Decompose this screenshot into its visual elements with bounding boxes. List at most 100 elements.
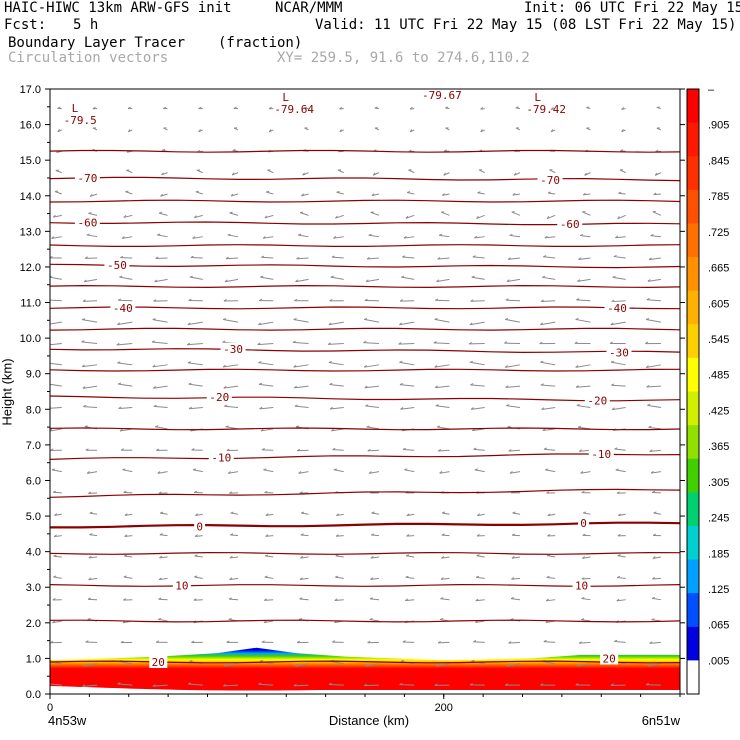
forecast-label: Fcst: xyxy=(4,17,47,33)
circulation-vector xyxy=(401,275,415,280)
circulation-vector xyxy=(434,683,450,686)
circulation-vector xyxy=(581,596,591,601)
circulation-vector xyxy=(476,534,485,537)
circulation-vector xyxy=(328,361,344,366)
circulation-vector xyxy=(120,640,133,644)
circulation-vector xyxy=(441,511,450,515)
circulation-vector xyxy=(261,255,274,259)
circulation-vector xyxy=(650,234,661,238)
circulation-vector xyxy=(294,663,309,667)
circulation-vector xyxy=(82,385,98,389)
circulation-vector xyxy=(123,214,133,218)
circulation-vector xyxy=(193,598,203,601)
circulation-vector xyxy=(616,491,626,494)
circulation-vector xyxy=(193,490,203,494)
colorbar-swatch xyxy=(687,525,699,561)
circulation-vector xyxy=(225,256,239,260)
circulation-vector xyxy=(260,275,274,280)
circulation-vector xyxy=(550,107,556,110)
colorbar-swatch xyxy=(687,189,699,224)
circulation-vector xyxy=(547,533,556,537)
circulation-vector xyxy=(543,255,556,259)
circulation-vector xyxy=(441,211,450,216)
circulation-vector xyxy=(480,129,485,133)
circulation-vector xyxy=(335,554,344,558)
circulation-vector xyxy=(474,235,485,239)
contour-label-bg xyxy=(578,517,590,530)
circulation-vector xyxy=(371,193,380,197)
circulation-vector xyxy=(540,321,556,326)
circulation-vector xyxy=(85,448,98,451)
y-tick-label: 8.0 xyxy=(26,404,41,416)
circulation-vector xyxy=(161,172,168,176)
circulation-vector xyxy=(152,364,168,368)
circulation-vector xyxy=(223,318,239,323)
circulation-vector xyxy=(230,533,239,537)
circulation-vector xyxy=(511,533,520,537)
circulation-vector xyxy=(81,364,98,368)
circulation-vector xyxy=(433,341,450,344)
circulation-vector xyxy=(405,554,415,558)
circulation-vector xyxy=(52,620,62,624)
colorbar-label: .365 xyxy=(708,441,729,453)
circulation-vector xyxy=(123,490,133,494)
circulation-vector xyxy=(621,107,626,111)
y-tick-label: 2.0 xyxy=(26,618,41,630)
y-tick-label: 1.0 xyxy=(26,653,41,665)
circulation-vector xyxy=(400,407,415,410)
circulation-vector xyxy=(619,169,626,174)
contour-label-bg xyxy=(588,447,614,460)
contour-label-bg xyxy=(208,451,234,464)
circulation-vector xyxy=(257,342,274,346)
temperature-contour xyxy=(50,284,680,289)
temperature-contour xyxy=(50,149,680,153)
y-tick-label: 9.0 xyxy=(26,369,41,381)
y-tick-label: 0.0 xyxy=(26,689,41,701)
circulation-vector xyxy=(334,598,344,601)
colorbar-swatch xyxy=(687,425,699,460)
circulation-vector xyxy=(163,106,168,110)
circulation-vector xyxy=(434,364,450,368)
circulation-vector xyxy=(511,577,520,580)
circulation-vector xyxy=(406,191,415,195)
circulation-vector xyxy=(582,211,591,216)
circulation-vector xyxy=(331,428,344,432)
circulation-vector xyxy=(190,255,203,259)
temperature-contour xyxy=(50,551,680,555)
y-tick-label: 3.0 xyxy=(26,582,41,594)
circulation-vector xyxy=(649,641,661,644)
contour-label: -20 xyxy=(209,391,229,404)
circulation-vector xyxy=(194,554,203,558)
circulation-vector xyxy=(437,640,450,644)
circulation-vector xyxy=(50,448,62,451)
circulation-vector xyxy=(233,106,239,110)
circulation-vector xyxy=(399,383,415,387)
circulation-vector xyxy=(339,106,344,110)
contour-label-bg xyxy=(606,346,632,359)
circulation-vector xyxy=(541,407,556,410)
circulation-vector xyxy=(223,684,239,687)
circulation-vector xyxy=(258,298,274,302)
circulation-vector xyxy=(124,534,133,538)
colorbar-swatch xyxy=(687,458,699,493)
circulation-vector xyxy=(264,598,274,601)
circulation-vector xyxy=(154,278,168,283)
circulation-vector xyxy=(296,256,309,260)
circulation-vector xyxy=(470,407,485,410)
circulation-vector xyxy=(582,192,591,196)
circulation-vector xyxy=(616,575,626,579)
circulation-vector xyxy=(268,129,274,133)
circulation-vector xyxy=(117,298,133,302)
circulation-vector xyxy=(261,640,274,643)
circulation-vector xyxy=(540,683,556,686)
temperature-contour xyxy=(50,244,680,247)
circulation-vector xyxy=(196,169,203,174)
circulation-vector xyxy=(370,211,380,216)
circulation-vector xyxy=(544,235,556,239)
circulation-vector xyxy=(435,663,450,667)
circulation-vector xyxy=(302,172,309,176)
colorbar-swatch xyxy=(687,324,699,359)
circulation-vector xyxy=(476,554,485,558)
circulation-vector xyxy=(435,298,450,302)
